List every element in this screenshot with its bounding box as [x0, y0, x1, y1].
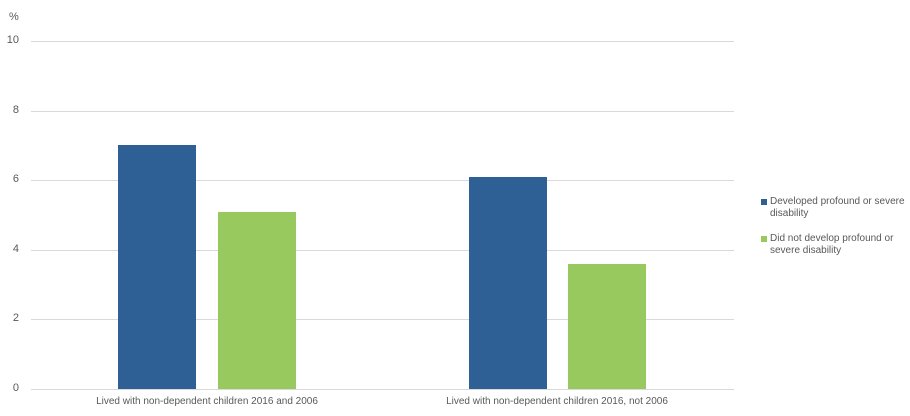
x-axis-line [31, 389, 734, 390]
y-tick-8: 8 [12, 104, 19, 116]
legend: Developed profound or severe disability … [761, 196, 910, 270]
legend-swatch [761, 199, 767, 205]
bar [218, 211, 296, 389]
y-tick-2: 2 [12, 312, 19, 324]
legend-item-did-not-develop: Did not develop profound or severe disab… [761, 233, 910, 257]
legend-label: Did not develop profound or severe disab… [770, 233, 894, 256]
gridline [31, 319, 734, 320]
gridline [31, 180, 734, 181]
bar [118, 145, 196, 389]
legend-item-developed: Developed profound or severe disability [761, 196, 910, 220]
legend-swatch [761, 236, 767, 242]
legend-label: Developed profound or severe disability [770, 196, 905, 219]
y-tick-4: 4 [12, 243, 19, 255]
y-axis-unit: % [9, 11, 19, 23]
y-tick-10: 10 [6, 34, 19, 46]
x-category-label: Lived with non-dependent children 2016 a… [96, 396, 318, 407]
y-tick-0: 0 [12, 382, 19, 394]
bar [568, 263, 646, 389]
y-tick-6: 6 [12, 173, 19, 185]
gridline [31, 41, 734, 42]
gridline [31, 111, 734, 112]
x-category-label: Lived with non-dependent children 2016, … [446, 396, 668, 407]
bar [469, 176, 547, 389]
gridline [31, 250, 734, 251]
